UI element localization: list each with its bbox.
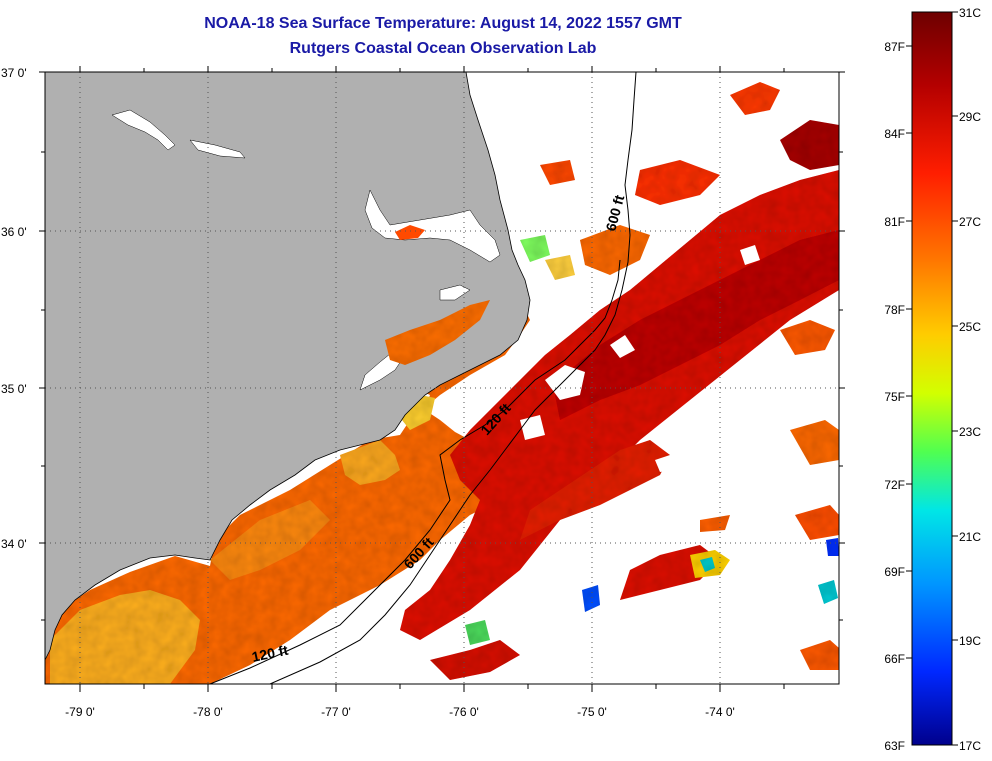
lon-label-78: -78 0'	[193, 705, 223, 719]
contour-label-120ft-south: 120 ft	[250, 642, 289, 665]
colorbar-c-17: 17C	[959, 739, 981, 753]
colorbar-f-81: 81F	[884, 215, 905, 229]
lat-label-34: 34 0'	[1, 537, 27, 551]
lon-label-76: -76 0'	[449, 705, 479, 719]
isobath-120ft	[209, 259, 621, 684]
lon-label-77: -77 0'	[321, 705, 351, 719]
colorbar-f-66: 66F	[884, 652, 905, 666]
colorbar-c-21: 21C	[959, 530, 981, 544]
colorbar-f-63: 63F	[884, 739, 905, 753]
land-mask	[45, 72, 531, 661]
lon-label-79: -79 0'	[65, 705, 95, 719]
lat-label-37: 37 0'	[1, 66, 27, 80]
isobath-600ft	[269, 72, 637, 684]
colorbar-f-84: 84F	[884, 127, 905, 141]
map-title: NOAA-18 Sea Surface Temperature: August …	[204, 15, 682, 32]
temperature-colorbar: 87F 84F 81F 78F 75F 72F 69F 66F 63F 31C …	[884, 6, 981, 753]
lon-label-75: -75 0'	[577, 705, 607, 719]
colorbar-c-29: 29C	[959, 110, 981, 124]
colorbar-c-25: 25C	[959, 320, 981, 334]
colorbar-c-23: 23C	[959, 425, 981, 439]
lat-label-35: 35 0'	[1, 382, 27, 396]
colorbar-f-69: 69F	[884, 565, 905, 579]
colorbar-f-75: 75F	[884, 390, 905, 404]
colorbar-c-31: 31C	[959, 6, 981, 20]
colorbar-c-27: 27C	[959, 215, 981, 229]
lat-label-36: 36 0'	[1, 225, 27, 239]
inland-waters	[111, 109, 501, 391]
colorbar-f-72: 72F	[884, 478, 905, 492]
lon-label-74: -74 0'	[705, 705, 735, 719]
graticule	[45, 72, 839, 684]
map-frame	[44, 71, 840, 685]
axis-ticks	[39, 66, 845, 692]
map-subtitle: Rutgers Coastal Ocean Observation Lab	[289, 40, 597, 57]
colorbar-c-19: 19C	[959, 634, 981, 648]
colorbar-f-87: 87F	[884, 40, 905, 54]
map-plot-area	[45, 72, 839, 684]
colorbar-f-78: 78F	[884, 303, 905, 317]
